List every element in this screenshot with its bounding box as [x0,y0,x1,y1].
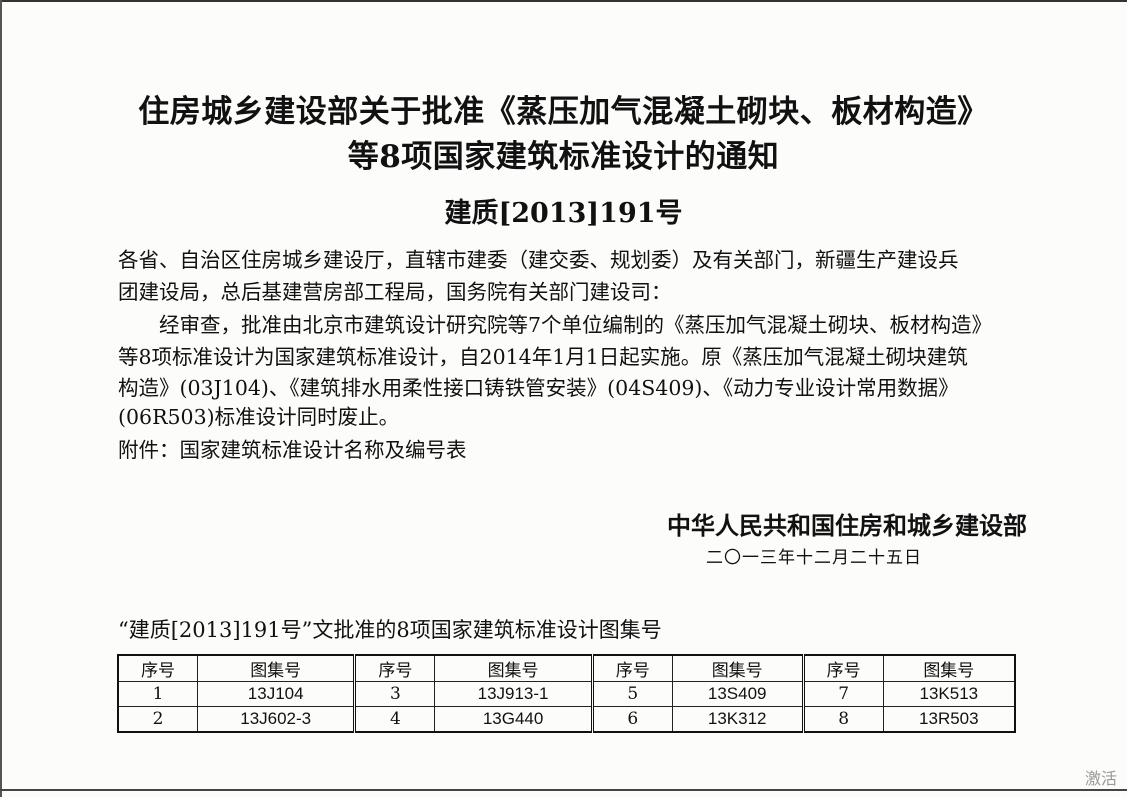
cell-seq: 8 [801,706,884,733]
atlas-number-table: 序号 图集号 序号 图集号 序号 图集号 序号 图集号 1 13J104 3 1… [117,654,1016,733]
body-line: 各省、自治区住房城乡建设厅，直辖市建委（建交委、规划委）及有关部门，新疆生产建设… [118,248,959,272]
attachment-line: 附件：国家建筑标准设计名称及编号表 [118,438,467,462]
issuer-signature: 中华人民共和国住房和城乡建设部 [667,511,1027,540]
header-seq: 序号 [801,654,884,682]
cell-code: 13J104 [196,681,356,707]
body-line: 经审查，批准由北京市建筑设计研究院等7个单位编制的《蒸压加气混凝土砌块、板材构造… [118,313,993,337]
title-line-1: 住房城乡建设部关于批准《蒸压加气混凝土砌块、板材构造》 [138,94,989,130]
cell-code: 13J602-3 [196,706,356,733]
document-number: 建质[2013]191号 [444,198,683,229]
cell-seq: 2 [117,706,198,733]
cell-seq: 1 [117,681,198,707]
header-seq: 序号 [590,654,673,682]
table-row: 2 13J602-3 4 13G440 6 13K312 8 13R503 [117,706,1016,733]
cell-code: 13K513 [882,681,1016,707]
body-line: (06R503)标准设计同时废止。 [118,405,400,429]
body-line: 团建设局，总后基建营房部工程局，国务院有关部门建设司： [118,280,672,304]
scan-border-top [0,0,1127,2]
cell-code: 13R503 [882,706,1016,733]
table-row: 1 13J104 3 13J913-1 5 13S409 7 13K513 [117,681,1016,707]
cell-seq: 6 [590,706,673,733]
header-code: 图集号 [196,654,356,682]
scan-border-bottom [0,789,1127,791]
cell-code: 13K312 [671,706,804,733]
cell-code: 13G440 [434,706,593,733]
cell-seq: 7 [801,681,884,707]
cell-code: 13S409 [671,681,804,707]
table-header-row: 序号 图集号 序号 图集号 序号 图集号 序号 图集号 [117,654,1016,682]
cell-seq: 4 [353,706,436,733]
header-code: 图集号 [882,654,1016,682]
scan-border-left [0,0,2,797]
table-caption: “建质[2013]191号”文批准的8项国家建筑标准设计图集号 [118,618,662,642]
body-line: 构造》(03J104)、《建筑排水用柔性接口铸铁管安装》(04S409)、《动力… [118,376,959,400]
cell-code: 13J913-1 [434,681,593,707]
issue-date: 二〇一三年十二月二十五日 [706,548,922,568]
cell-seq: 5 [590,681,673,707]
title-line-2: 等8项国家建筑标准设计的通知 [347,139,780,175]
header-code: 图集号 [671,654,804,682]
header-seq: 序号 [353,654,436,682]
activation-watermark: 激活 [1084,769,1117,788]
body-line: 等8项标准设计为国家建筑标准设计，自2014年1月1日起实施。原《蒸压加气混凝土… [118,345,968,369]
cell-seq: 3 [353,681,436,707]
header-seq: 序号 [117,654,198,682]
header-code: 图集号 [434,654,593,682]
